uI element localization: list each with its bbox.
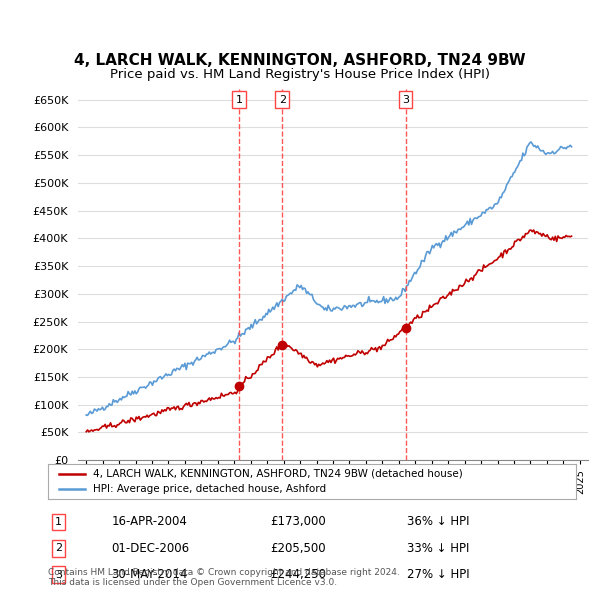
Text: Contains HM Land Registry data © Crown copyright and database right 2024.
This d: Contains HM Land Registry data © Crown c…: [48, 568, 400, 587]
Text: 27% ↓ HPI: 27% ↓ HPI: [407, 568, 470, 581]
Text: 4, LARCH WALK, KENNINGTON, ASHFORD, TN24 9BW: 4, LARCH WALK, KENNINGTON, ASHFORD, TN24…: [74, 53, 526, 68]
Text: HPI: Average price, detached house, Ashford: HPI: Average price, detached house, Ashf…: [93, 484, 326, 494]
Text: 3: 3: [55, 569, 62, 579]
Text: 2: 2: [279, 94, 286, 104]
Text: £173,000: £173,000: [270, 516, 326, 529]
Text: Price paid vs. HM Land Registry's House Price Index (HPI): Price paid vs. HM Land Registry's House …: [110, 68, 490, 81]
Text: 2: 2: [55, 543, 62, 553]
Text: £205,500: £205,500: [270, 542, 325, 555]
Text: 36% ↓ HPI: 36% ↓ HPI: [407, 516, 470, 529]
Text: 4, LARCH WALK, KENNINGTON, ASHFORD, TN24 9BW (detached house): 4, LARCH WALK, KENNINGTON, ASHFORD, TN24…: [93, 469, 463, 479]
Text: 1: 1: [236, 94, 242, 104]
Text: 16-APR-2004: 16-APR-2004: [112, 516, 187, 529]
Text: 1: 1: [55, 517, 62, 527]
Text: £244,250: £244,250: [270, 568, 326, 581]
Text: 30-MAY-2014: 30-MAY-2014: [112, 568, 188, 581]
Text: 33% ↓ HPI: 33% ↓ HPI: [407, 542, 469, 555]
Text: 01-DEC-2006: 01-DEC-2006: [112, 542, 190, 555]
Text: 3: 3: [402, 94, 409, 104]
